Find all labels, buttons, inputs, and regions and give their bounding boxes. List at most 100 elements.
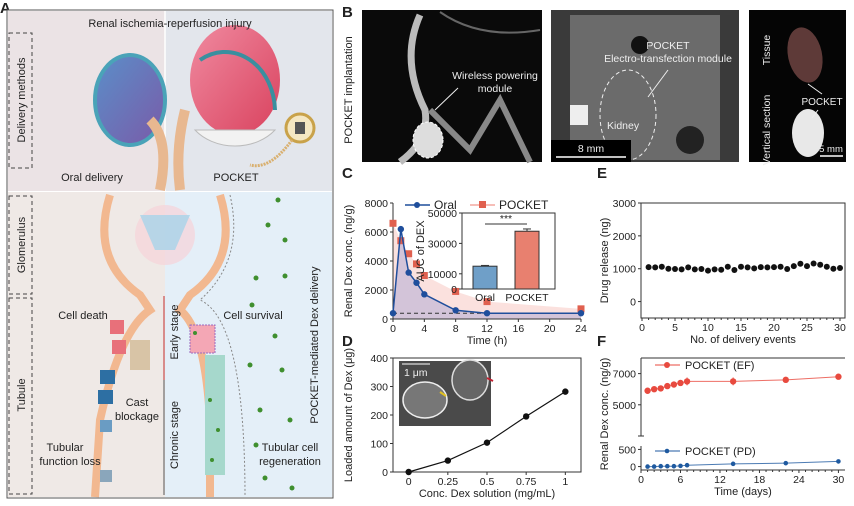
inset-bar-pocket: [514, 230, 540, 290]
y-tick-label: 0: [630, 297, 636, 309]
x-tick-label: 1: [562, 476, 568, 488]
release-point: [784, 266, 791, 273]
x-tick-label: 30: [833, 474, 845, 486]
pocket-point: [483, 298, 491, 306]
pocket-point: [397, 237, 405, 245]
series-point-0: [650, 386, 658, 393]
release-point: [658, 263, 665, 270]
y-tick-label: 0: [630, 462, 636, 474]
x-tick-label: 24: [793, 474, 805, 486]
chart-c: 0 4 8 12 16 20 24 0 2000 4000 6000 8000 Time (h) Rena…: [343, 198, 587, 347]
y-axis-label: Renal Dex conc. (ng/g): [343, 205, 355, 318]
cell-death-label: Cell death: [58, 310, 108, 322]
release-point: [691, 266, 698, 273]
tubule-label: Tubule: [16, 378, 28, 411]
release-point: [698, 266, 705, 273]
x-tick-label: 25: [801, 322, 813, 334]
x-axis-label: Time (days): [714, 486, 772, 498]
vertical-section-label: Vertical section: [761, 95, 773, 166]
legend-marker-1: [664, 448, 670, 454]
vertical-section-image: [792, 109, 824, 157]
x-tick-label: 0.5: [480, 476, 495, 488]
legend-label-0: POCKET (EF): [685, 360, 754, 372]
sem-particle: [402, 381, 448, 419]
pocket-mesh: [193, 129, 277, 147]
legend-marker-0: [664, 362, 670, 368]
panel-a-title: Renal ischemia-reperfusion injury: [88, 18, 252, 30]
xray-image: [362, 10, 542, 162]
series-line-1: [647, 460, 839, 468]
sem-particle: [451, 359, 489, 401]
sem-marker-red: [486, 377, 494, 382]
x-tick-label: 16: [512, 323, 524, 335]
function-loss-label: function loss: [39, 456, 101, 468]
pocket-point: [389, 219, 397, 227]
series-point-0: [657, 385, 664, 392]
pocket-point: [420, 272, 428, 279]
pocket-point: [577, 305, 585, 313]
series-point-0: [835, 373, 842, 380]
regeneration-label: regeneration: [259, 456, 321, 468]
chart-f: 0 6 12 18 24 30 0 500 5000 7000 Time (days) Renal D…: [599, 357, 845, 498]
significance-label: ***: [500, 213, 512, 225]
y-axis-label: Loaded amount of Dex (μg): [343, 348, 355, 482]
release-point: [771, 264, 777, 271]
loading-point: [405, 468, 412, 476]
panel-a-illustration: Renal ischemia-reperfusion injury Delive…: [6, 9, 334, 499]
series-point-0: [670, 381, 678, 388]
release-point: [777, 263, 784, 270]
y-tick-label: 200: [370, 410, 388, 422]
x-tick-label: 8: [453, 323, 459, 335]
y-tick-label: 3000: [613, 198, 637, 210]
delivery-methods-box: [8, 32, 33, 169]
loading-point: [562, 388, 569, 395]
legend-pocket-label: POCKET: [499, 198, 549, 212]
x-tick-label: 6: [678, 474, 684, 486]
release-point: [837, 265, 843, 272]
legend-oral-label: Oral: [434, 198, 457, 212]
inset-y-tick-label: 0: [451, 284, 457, 296]
cell-survival-label: Cell survival: [223, 310, 282, 322]
pocket-mediated-label: POCKET-mediated Dex delivery: [309, 266, 321, 424]
release-point: [705, 267, 711, 274]
kidney-tissue: [787, 27, 823, 83]
glomerulus-box: [8, 195, 33, 295]
wireless-module-label-2: module: [478, 83, 513, 95]
x-tick-label: 0.25: [438, 476, 459, 488]
series-point-0: [782, 376, 789, 384]
inset-x-tick-label: POCKET: [505, 292, 549, 304]
y-tick-label: 0: [382, 314, 388, 326]
x-tick-label: 5: [672, 322, 678, 334]
panel-b-images: POCKET implantation Wireless powering mo…: [343, 10, 846, 165]
release-point: [724, 263, 731, 270]
x-tick-label: 20: [768, 322, 780, 334]
x-tick-label: 4: [421, 323, 427, 335]
wireless-module-label-1: Wireless powering: [452, 70, 538, 82]
y-tick-label: 100: [370, 439, 388, 451]
release-point: [665, 265, 672, 272]
kidney-ct-label: Kidney: [607, 120, 640, 132]
electro-transfection-label: Electro-transfection module: [604, 53, 732, 65]
series-point-1: [658, 463, 664, 469]
cast-label: Cast: [126, 397, 149, 409]
x-tick-label: 24: [575, 323, 587, 335]
blockage-label: blockage: [115, 411, 159, 423]
series-point-0: [677, 379, 684, 387]
y-tick-label: 300: [370, 382, 388, 394]
series-point-1: [651, 464, 657, 469]
series-point-0: [644, 387, 651, 394]
series-point-0: [664, 382, 671, 390]
pocket-tissue-label: POCKET: [801, 97, 842, 108]
x-axis-label: Conc. Dex solution (mg/mL): [419, 488, 555, 500]
release-point: [751, 265, 758, 272]
panel-label-c: C: [342, 165, 353, 182]
release-point: [731, 267, 738, 274]
loading-point: [522, 413, 530, 420]
release-point: [738, 263, 744, 270]
x-tick-label: 0: [638, 474, 644, 486]
release-point: [790, 263, 797, 270]
chart-d: 0 0.25 0.5 0.75 1 0 100 200 300 400 Conc. Dex solu…: [343, 348, 582, 500]
release-point: [797, 260, 804, 267]
y-tick-label: 6000: [365, 227, 389, 239]
